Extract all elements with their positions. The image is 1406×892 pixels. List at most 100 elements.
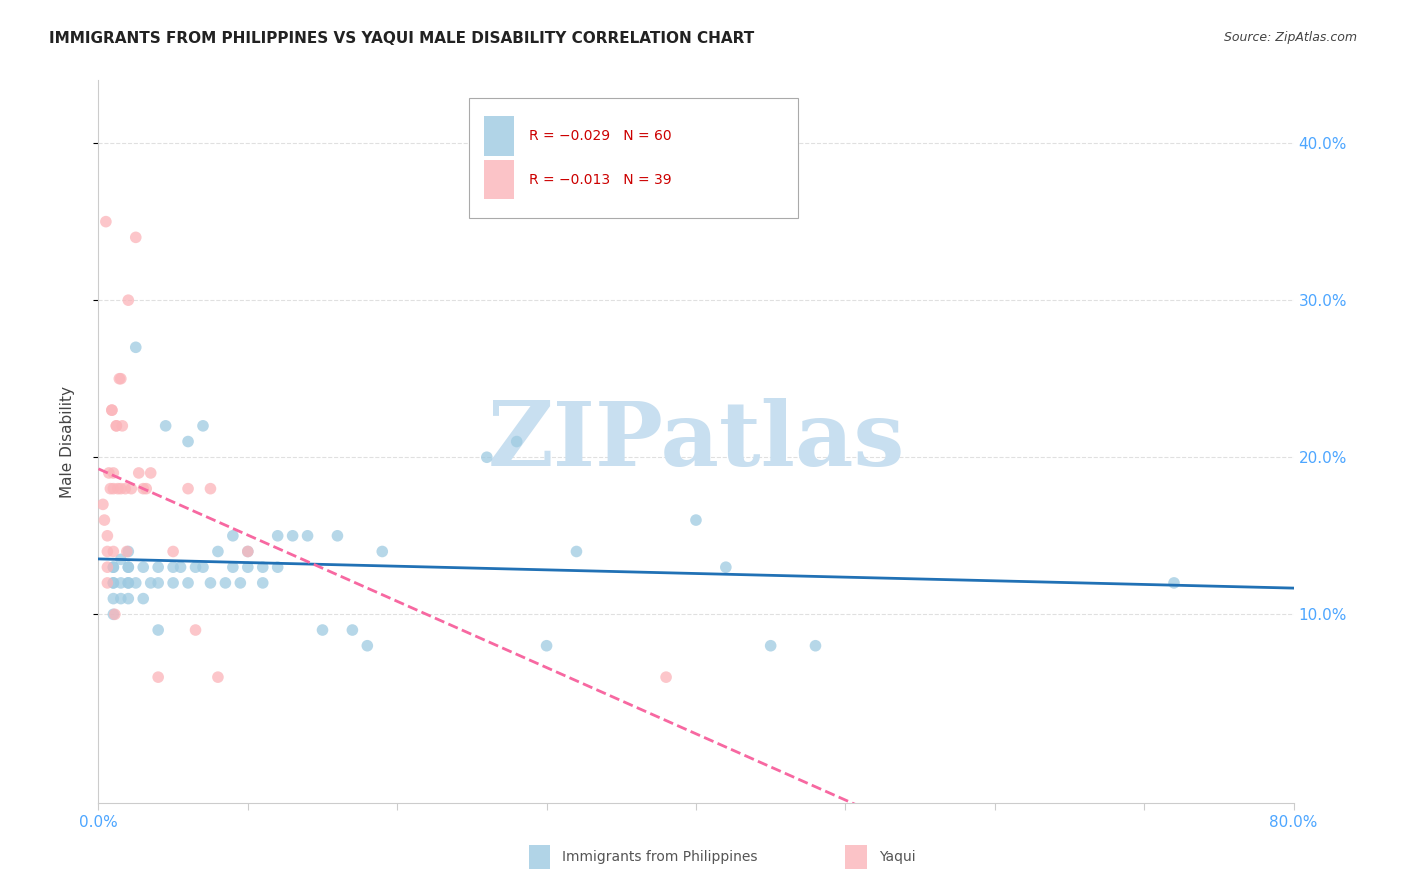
Point xyxy=(759,639,782,653)
Point xyxy=(103,466,125,480)
Point xyxy=(105,418,128,433)
Point xyxy=(91,497,114,511)
Point xyxy=(177,575,200,590)
Point xyxy=(207,670,229,684)
Point xyxy=(117,575,139,590)
Point xyxy=(565,544,588,558)
Point xyxy=(132,482,155,496)
Point xyxy=(103,607,125,622)
FancyBboxPatch shape xyxy=(470,98,797,218)
Point xyxy=(103,575,125,590)
Point xyxy=(655,670,678,684)
Point xyxy=(103,560,125,574)
Point xyxy=(685,513,707,527)
Point xyxy=(236,560,259,574)
Y-axis label: Male Disability: Male Disability xyxy=(60,385,75,498)
Point xyxy=(714,560,737,574)
Point xyxy=(105,418,128,433)
Point xyxy=(125,230,148,244)
Point xyxy=(184,560,207,574)
Point xyxy=(356,639,378,653)
Point xyxy=(1163,575,1185,590)
Point xyxy=(96,575,118,590)
Point xyxy=(135,482,157,496)
Point xyxy=(148,560,170,574)
Text: Source: ZipAtlas.com: Source: ZipAtlas.com xyxy=(1223,31,1357,45)
Point xyxy=(252,560,274,574)
Point xyxy=(162,575,184,590)
Point xyxy=(94,214,117,228)
Point xyxy=(107,482,129,496)
Point xyxy=(236,544,259,558)
Point xyxy=(191,560,214,574)
Point xyxy=(96,544,118,558)
Point xyxy=(139,575,162,590)
Point xyxy=(148,670,170,684)
Point xyxy=(229,575,252,590)
Bar xyxy=(529,846,550,869)
Point xyxy=(111,418,134,433)
Point xyxy=(222,529,245,543)
Point xyxy=(110,552,132,566)
Point xyxy=(108,372,131,386)
Point xyxy=(110,575,132,590)
Text: Yaqui: Yaqui xyxy=(879,850,915,864)
Point xyxy=(207,544,229,558)
Text: IMMIGRANTS FROM PHILIPPINES VS YAQUI MALE DISABILITY CORRELATION CHART: IMMIGRANTS FROM PHILIPPINES VS YAQUI MAL… xyxy=(49,31,755,46)
Point xyxy=(804,639,827,653)
Point xyxy=(132,591,155,606)
Point xyxy=(101,403,124,417)
Point xyxy=(222,560,245,574)
Point xyxy=(110,591,132,606)
Point xyxy=(311,623,333,637)
Point xyxy=(110,482,132,496)
Point xyxy=(475,450,498,465)
Point xyxy=(98,482,122,496)
Point xyxy=(114,482,136,496)
Point xyxy=(132,560,155,574)
Point xyxy=(162,544,184,558)
Point xyxy=(117,591,139,606)
Bar xyxy=(485,116,515,156)
Point xyxy=(125,575,148,590)
Point xyxy=(236,544,259,558)
Point xyxy=(326,529,349,543)
Point xyxy=(117,544,139,558)
Point xyxy=(200,575,222,590)
Point xyxy=(96,529,118,543)
Point xyxy=(342,623,364,637)
Point xyxy=(128,466,150,480)
Bar xyxy=(485,160,515,200)
Point xyxy=(267,529,290,543)
Point xyxy=(104,607,127,622)
Point xyxy=(101,403,124,417)
Point xyxy=(97,466,120,480)
Point xyxy=(169,560,191,574)
Point xyxy=(115,544,138,558)
Point xyxy=(110,372,132,386)
Text: R = −0.029   N = 60: R = −0.029 N = 60 xyxy=(529,129,671,144)
Point xyxy=(252,575,274,590)
Point xyxy=(281,529,304,543)
Point xyxy=(191,418,214,433)
Point xyxy=(214,575,236,590)
Point xyxy=(200,482,222,496)
Point xyxy=(184,623,207,637)
Point xyxy=(117,560,139,574)
Point xyxy=(371,544,394,558)
Point xyxy=(536,639,558,653)
Point xyxy=(117,575,139,590)
Point xyxy=(117,293,139,308)
Point xyxy=(162,560,184,574)
Text: R = −0.013   N = 39: R = −0.013 N = 39 xyxy=(529,173,671,186)
Point xyxy=(117,560,139,574)
Point xyxy=(103,544,125,558)
Point xyxy=(148,623,170,637)
Text: Immigrants from Philippines: Immigrants from Philippines xyxy=(562,850,758,864)
Point xyxy=(267,560,290,574)
Point xyxy=(155,418,177,433)
Point xyxy=(120,482,142,496)
Point xyxy=(103,575,125,590)
Point xyxy=(125,340,148,354)
Point xyxy=(96,560,118,574)
